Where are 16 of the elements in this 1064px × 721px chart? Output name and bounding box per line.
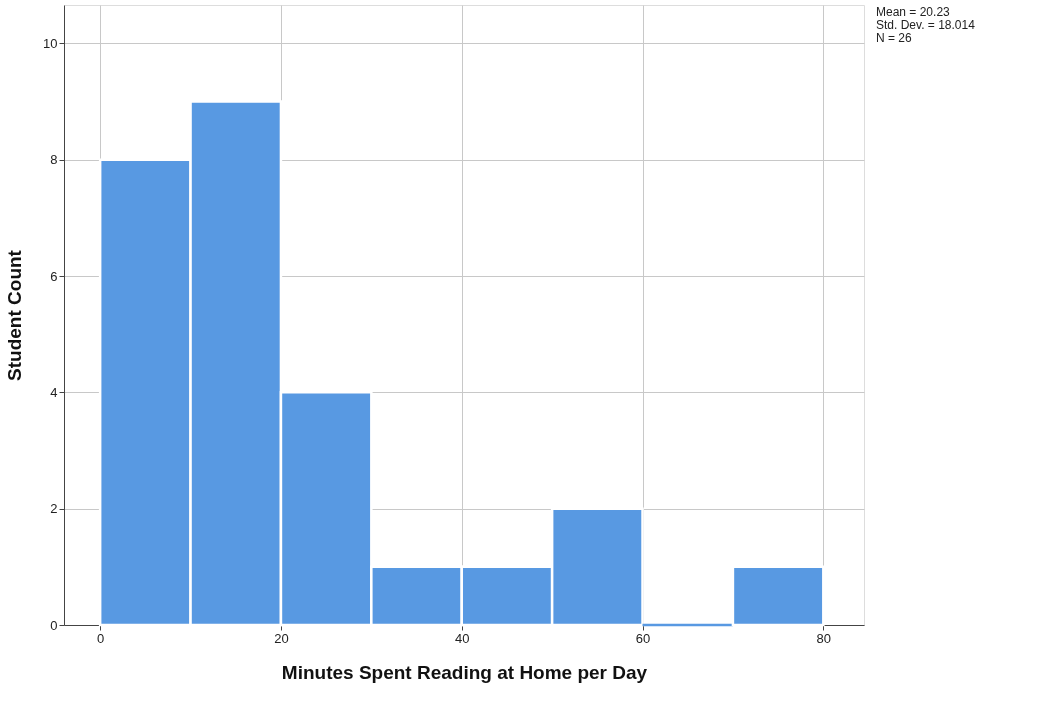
text: Mean = 20.23: [876, 5, 951, 19]
y-tick-label: 2: [50, 501, 58, 517]
x-tick-label: 80: [816, 630, 832, 646]
y-tick-label: 8: [50, 152, 58, 168]
x-tick-label: 0: [97, 630, 105, 646]
y-axis-title: Student Count: [4, 249, 26, 381]
y-tick-label: 6: [50, 268, 58, 284]
y-tick-label: 4: [50, 384, 58, 400]
x-tick-label: 20: [274, 630, 289, 646]
text: Std. Dev. = 18.014: [876, 18, 976, 32]
text: N = 26: [876, 31, 913, 45]
y-tick-label: 0: [50, 617, 58, 633]
y-tick-label: 10: [43, 35, 58, 51]
x-tick-label: 60: [635, 630, 651, 646]
x-axis-title: Minutes Spent Reading at Home per Day: [281, 661, 648, 683]
x-tick-label: 40: [455, 630, 470, 646]
